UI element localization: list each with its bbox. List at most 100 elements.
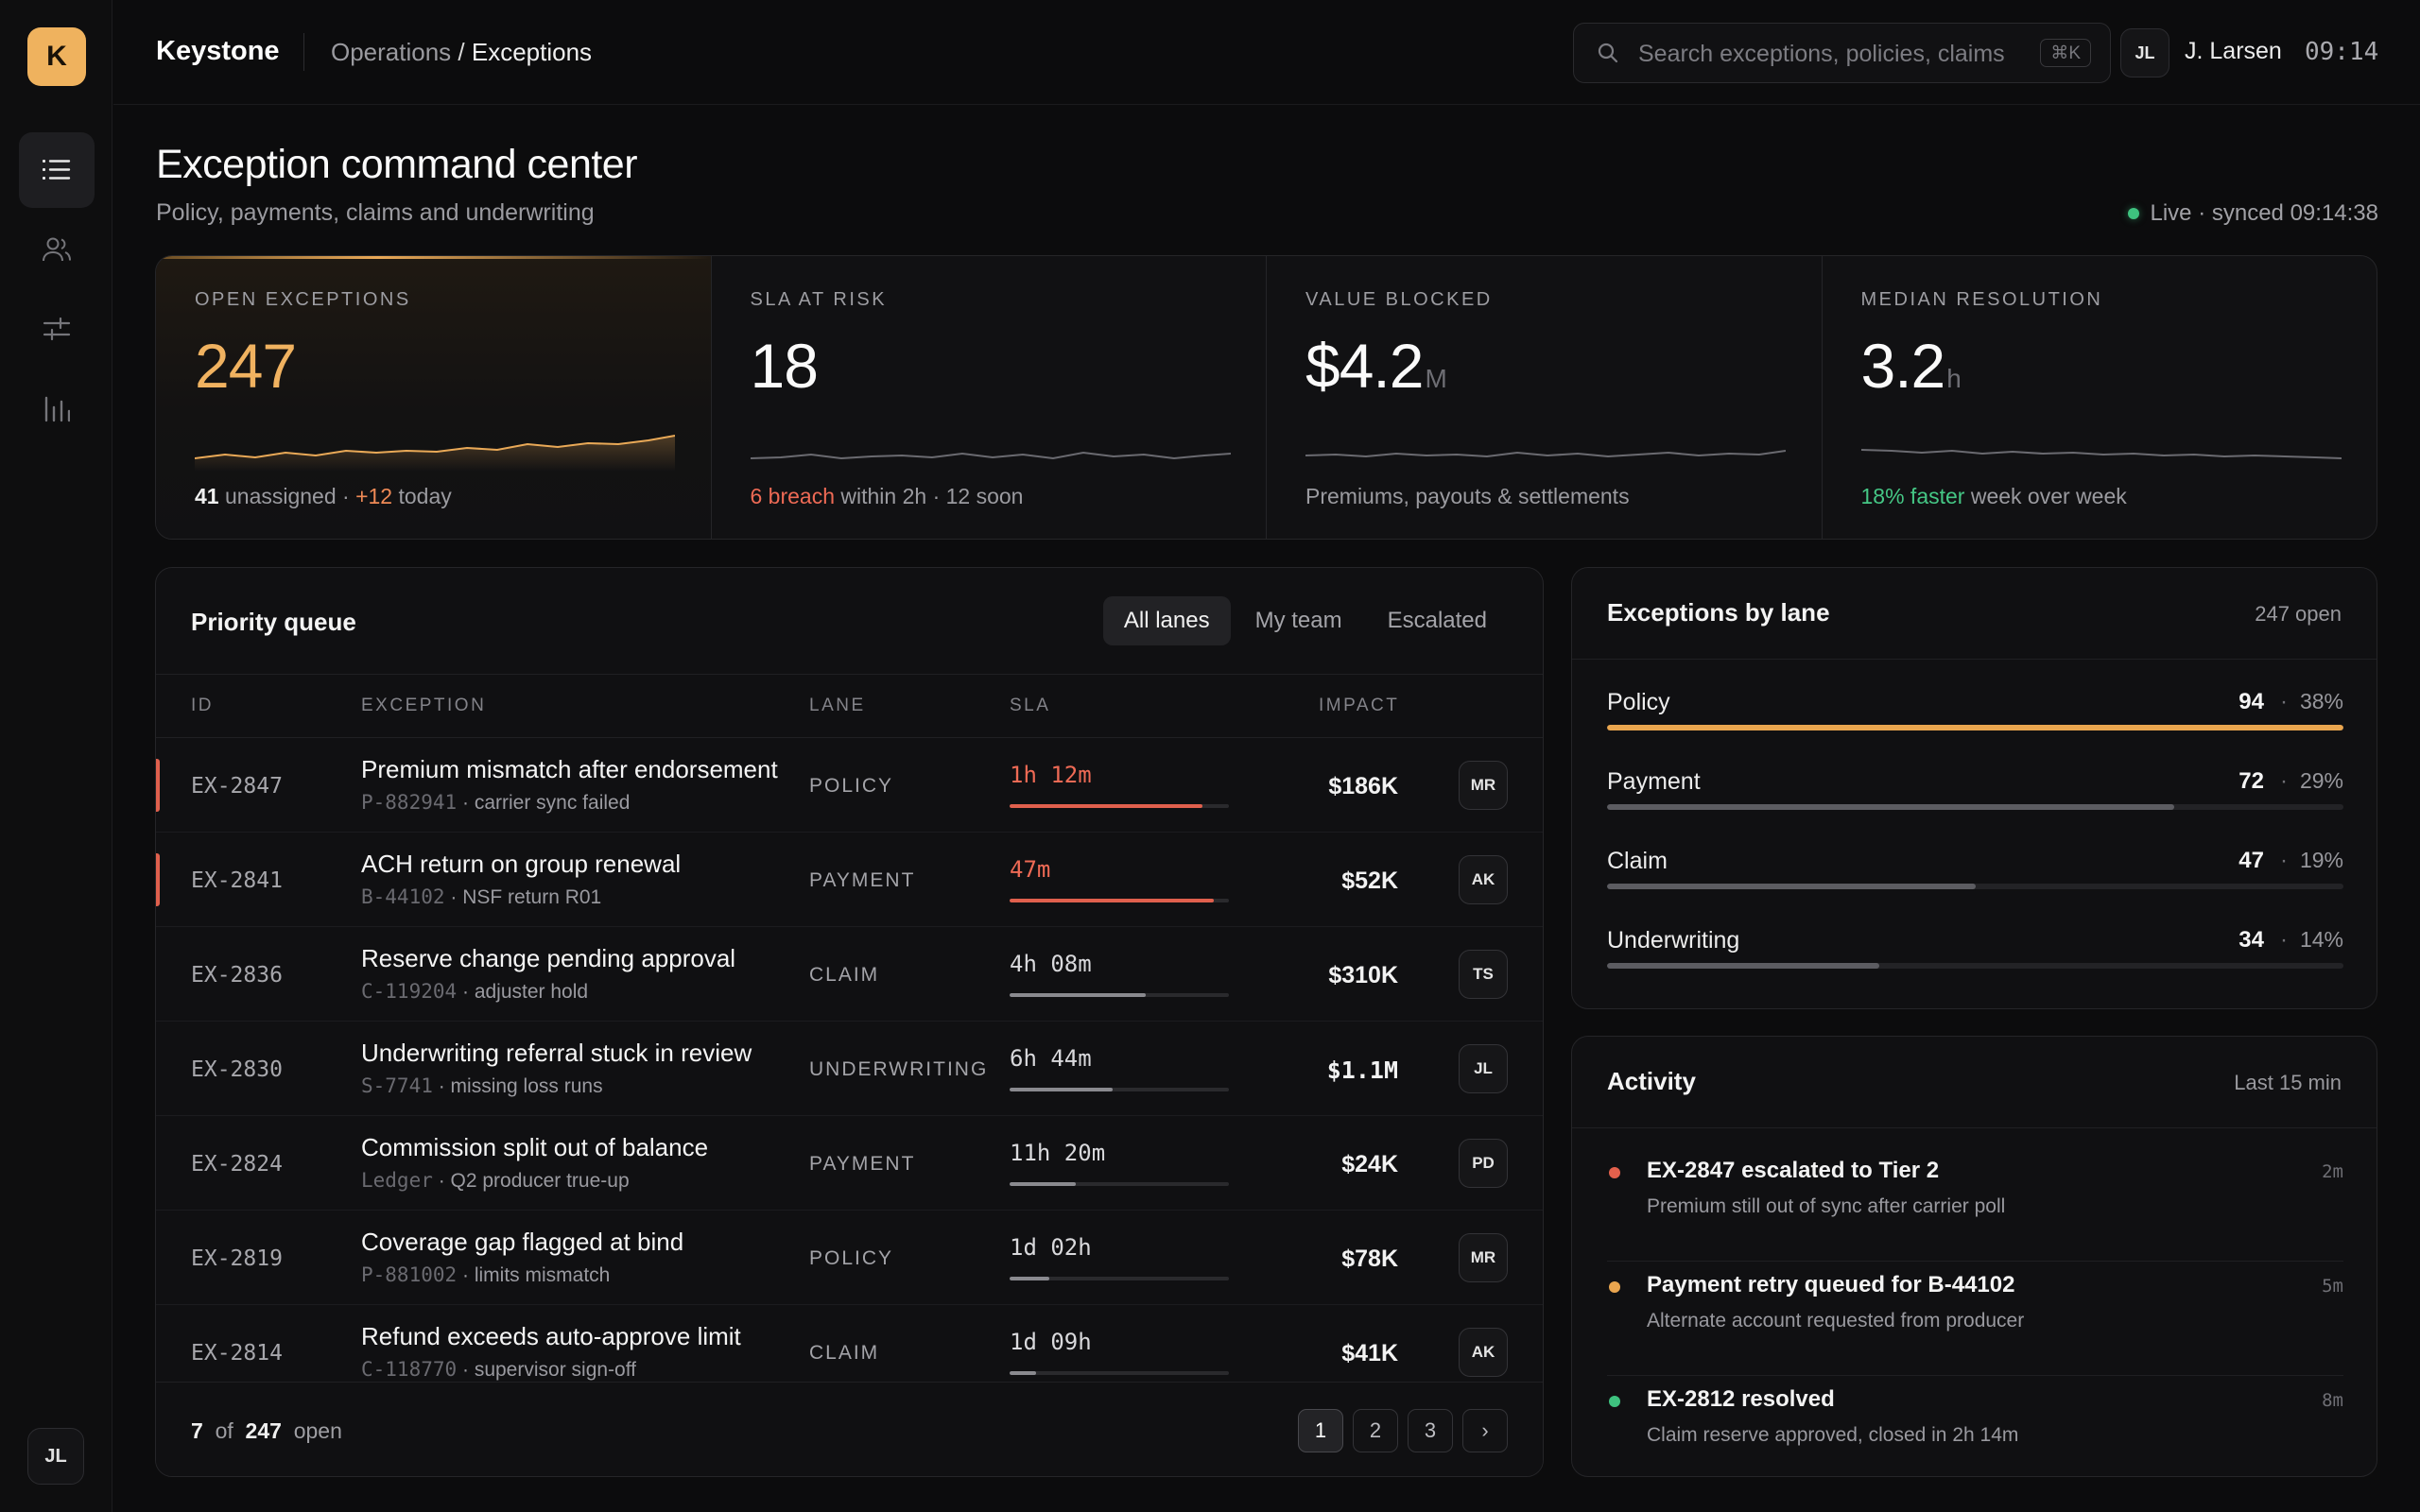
activity-detail: Alternate account requested from produce… [1647,1310,2025,1332]
lane-label: UNDERWRITING [809,1058,989,1080]
user-avatar[interactable]: JL [2120,28,2169,77]
next-page-button[interactable]: › [1462,1409,1508,1452]
owner-avatar[interactable]: MR [1459,1233,1508,1282]
page-button-3[interactable]: 3 [1408,1409,1453,1452]
table-row[interactable]: EX-2830 Underwriting referral stuck in r… [156,1022,1543,1116]
owner-avatar[interactable]: TS [1459,950,1508,999]
owner-avatar[interactable]: PD [1459,1139,1508,1188]
exception-id[interactable]: EX-2830 [191,1057,283,1082]
table-body: EX-2847 Premium mismatch after endorseme… [156,738,1543,1381]
kpi-footnote: 6 breach within 2h · 12 soon [750,484,1024,508]
users-icon [43,237,71,262]
exception-title[interactable]: Underwriting referral stuck in review [361,1039,752,1067]
kpi-sla-at-risk[interactable]: SLA AT RISK 18 6 breach within 2h · 12 s… [712,256,1267,539]
column-header-impact[interactable]: IMPACT [1319,696,1400,715]
column-header-exception[interactable]: EXCEPTION [361,696,487,715]
nav-reports-button[interactable] [19,370,95,446]
lane-label: CLAIM [809,1342,880,1364]
table-row[interactable]: EX-2847 Premium mismatch after endorseme… [156,738,1543,833]
impact-value: $41K [1341,1340,1398,1366]
tab-escalated[interactable]: Escalated [1387,608,1487,633]
search-shortcut-badge: ⌘K [2040,39,2091,67]
exception-detail: P-882941 · carrier sync failed [361,791,631,814]
kpi-footnote: Premiums, payouts & settlements [1305,484,1630,508]
status-dot-icon [1609,1167,1620,1178]
exception-id[interactable]: EX-2836 [191,963,283,988]
activity-item[interactable]: Payment retry queued for B-44102 Alterna… [1607,1263,2343,1376]
app-logo[interactable]: K [27,27,86,86]
breadcrumb-parent[interactable]: Operations [331,38,452,66]
owner-avatar[interactable]: JL [1459,1044,1508,1093]
lane-item[interactable]: Underwriting 34 · 14% [1607,927,2343,984]
owner-avatar[interactable]: AK [1459,855,1508,904]
tab-all-lanes[interactable]: All lanes [1102,596,1231,645]
kpi-median-resolution[interactable]: MEDIAN RESOLUTION 3.2h 18% faster week o… [1823,256,2377,539]
exception-title[interactable]: Coverage gap flagged at bind [361,1228,684,1256]
card-title: Exceptions by lane [1607,598,1830,627]
lane-bar [1607,804,2343,810]
kpi-label: VALUE BLOCKED [1305,289,1493,310]
column-header-sla[interactable]: SLA [1010,696,1051,715]
lane-count: 94 [2238,689,2264,714]
exception-title[interactable]: ACH return on group renewal [361,850,682,878]
page-title: Exception command center [156,142,638,187]
lane-name: Claim [1607,848,1668,874]
breadcrumb-separator: / [451,38,472,66]
sla-remaining: 6h 44m [1010,1045,1092,1072]
tab-my-team[interactable]: My team [1254,608,1342,633]
column-header-lane[interactable]: LANE [809,696,866,715]
sla-progress-bar [1010,1088,1229,1091]
live-status: Live · synced 09:14:38 [2127,200,2379,227]
sla-remaining: 47m [1010,856,1051,883]
table-row[interactable]: EX-2814 Refund exceeds auto-approve limi… [156,1305,1543,1381]
kpi-open-exceptions[interactable]: OPEN EXCEPTIONS 247 41 unassigned · +12 … [156,256,712,539]
lane-item[interactable]: Claim 47 · 19% [1607,848,2343,904]
exception-detail: P-881002 · limits mismatch [361,1263,611,1286]
lane-name: Policy [1607,689,1670,715]
exception-detail: S-7741 · missing loss runs [361,1074,603,1097]
activity-card: Activity Last 15 min EX-2847 escalated t… [1571,1036,2377,1477]
page-button-2[interactable]: 2 [1353,1409,1398,1452]
exception-title[interactable]: Premium mismatch after endorsement [361,755,778,783]
sla-progress-fill [1010,1182,1076,1186]
sla-progress-fill [1010,804,1203,808]
exception-id[interactable]: EX-2841 [191,868,283,893]
kpi-footnote: 18% faster week over week [1860,484,2127,508]
exception-title[interactable]: Reserve change pending approval [361,944,736,972]
lane-name: Payment [1607,768,1701,795]
table-row[interactable]: EX-2836 Reserve change pending approval … [156,927,1543,1022]
exception-detail: C-119204 · adjuster hold [361,980,589,1003]
exception-id[interactable]: EX-2847 [191,774,283,799]
live-status-text: Live · synced 09:14:38 [2150,200,2379,226]
exceptions-by-lane-card: Exceptions by lane 247 open Policy 94 · … [1571,567,2377,1009]
page-subtitle: Policy, payments, claims and underwritin… [156,199,595,226]
kpi-value: 3.2h [1860,331,1962,401]
nav-team-button[interactable] [19,212,95,287]
owner-avatar[interactable]: AK [1459,1328,1508,1377]
activity-item[interactable]: EX-2812 resolved Claim reserve approved,… [1607,1377,2343,1476]
exception-id[interactable]: EX-2824 [191,1152,283,1177]
table-row[interactable]: EX-2841 ACH return on group renewal B-44… [156,833,1543,927]
card-meta: 247 open [2255,602,2342,626]
exception-id[interactable]: EX-2814 [191,1341,283,1366]
lane-item[interactable]: Policy 94 · 38% [1607,689,2343,746]
lane-percent: 29% [2299,768,2343,793]
table-row[interactable]: EX-2819 Coverage gap flagged at bind P-8… [156,1211,1543,1305]
page-button-1[interactable]: 1 [1298,1409,1343,1452]
nav-settings-button[interactable] [19,291,95,367]
column-header-id[interactable]: ID [191,696,214,715]
kpi-value: 247 [195,331,297,401]
exception-id[interactable]: EX-2819 [191,1246,283,1271]
lane-item[interactable]: Payment 72 · 29% [1607,768,2343,825]
search-input[interactable]: Search exceptions, policies, claims ⌘K [1573,23,2111,83]
kpi-label: SLA AT RISK [750,289,888,310]
exception-title[interactable]: Commission split out of balance [361,1133,709,1161]
rail-user-avatar[interactable]: JL [27,1428,84,1485]
nav-exceptions-button[interactable] [19,132,95,208]
activity-item[interactable]: EX-2847 escalated to Tier 2 Premium stil… [1607,1148,2343,1262]
table-row[interactable]: EX-2824 Commission split out of balance … [156,1116,1543,1211]
owner-avatar[interactable]: MR [1459,761,1508,810]
exception-title[interactable]: Refund exceeds auto-approve limit [361,1322,741,1350]
kpi-value-blocked[interactable]: VALUE BLOCKED $4.2M Premiums, payouts & … [1267,256,1823,539]
user-name[interactable]: J. Larsen [2185,38,2282,64]
